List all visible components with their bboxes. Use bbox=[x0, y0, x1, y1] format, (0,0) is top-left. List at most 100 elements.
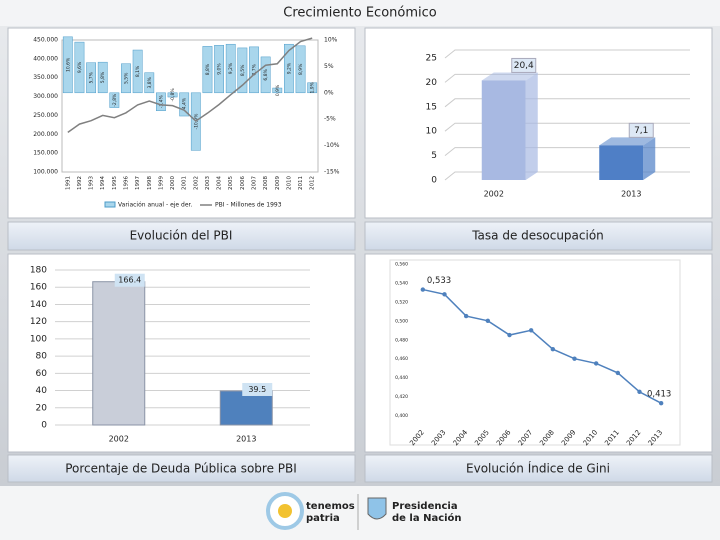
chart-title: Evolución del PBI bbox=[130, 229, 233, 243]
data-label: 5,5% bbox=[124, 72, 130, 84]
logo-shield bbox=[367, 497, 387, 520]
data-label: 5,7% bbox=[89, 71, 95, 83]
x-tick-label: 2000 bbox=[170, 176, 176, 190]
x-tick-label: 2006 bbox=[240, 176, 246, 190]
bar bbox=[144, 72, 155, 94]
y-tick-label: 140 bbox=[30, 300, 47, 310]
x-tick-label: 2013 bbox=[621, 190, 641, 199]
x-tick-label: 2003 bbox=[205, 176, 211, 190]
data-label: 20,4 bbox=[514, 61, 534, 71]
chart-title: Tasa de desocupación bbox=[471, 229, 604, 243]
y-tick-label: 400.000 bbox=[33, 55, 58, 62]
y-tick-label: 0,460 bbox=[395, 356, 408, 362]
bar bbox=[179, 92, 190, 117]
y-tick-label: 25 bbox=[426, 54, 437, 64]
point bbox=[615, 370, 621, 376]
data-label: 5,8% bbox=[100, 71, 106, 83]
caption-band bbox=[364, 454, 713, 483]
point bbox=[658, 401, 664, 406]
data-label: 8,1% bbox=[135, 65, 141, 77]
x-tick-label: 2010 bbox=[286, 176, 292, 190]
bar bbox=[307, 82, 318, 94]
y-tick-label: 0 bbox=[431, 176, 437, 186]
y-tick-label: 150.000 bbox=[33, 150, 58, 157]
bar-side bbox=[525, 72, 538, 180]
bar-side bbox=[643, 137, 656, 180]
chart-title: Porcentaje de Deuda Pública sobre PBI bbox=[65, 462, 297, 476]
label-box bbox=[242, 382, 273, 396]
footer bbox=[0, 486, 720, 540]
point bbox=[507, 332, 512, 338]
x-tick-label: 2009 bbox=[275, 176, 281, 190]
point bbox=[593, 361, 599, 366]
data-label: 0,533 bbox=[427, 276, 451, 286]
y-tick-label: 0,540 bbox=[395, 280, 408, 286]
bar bbox=[74, 41, 85, 94]
caption-band bbox=[7, 454, 356, 483]
x-tick-label: 2007 bbox=[252, 176, 258, 190]
point bbox=[550, 347, 556, 352]
y-tick-label: 250.000 bbox=[33, 112, 58, 119]
data-label: 1,9% bbox=[310, 81, 316, 93]
data-label: 6,8% bbox=[263, 68, 269, 80]
data-label: 0,413 bbox=[647, 390, 671, 400]
bar bbox=[599, 145, 644, 180]
x-tick-label: 1993 bbox=[89, 176, 95, 190]
y-tick-label: 0 bbox=[41, 421, 47, 431]
y-tick-label: 0,400 bbox=[395, 413, 408, 419]
grid-line bbox=[444, 98, 690, 108]
slide-title: Crecimiento Económico bbox=[283, 6, 437, 21]
y-tick-label: 200.000 bbox=[33, 131, 58, 138]
bar bbox=[156, 92, 166, 112]
data-label: 39.5 bbox=[248, 385, 266, 394]
bar bbox=[121, 63, 131, 94]
x-tick-label: 1996 bbox=[124, 176, 130, 190]
y-tick-label: -15% bbox=[324, 169, 340, 176]
x-tick-label: 1999 bbox=[158, 176, 164, 190]
bar bbox=[214, 45, 224, 94]
logo-text: Presidencia bbox=[392, 501, 458, 512]
line bbox=[67, 37, 313, 134]
bar bbox=[237, 47, 248, 94]
x-tick-label: 1994 bbox=[100, 176, 106, 190]
bar bbox=[219, 390, 273, 426]
y-tick-label: 100.000 bbox=[33, 169, 58, 176]
logo-text: de la Nación bbox=[392, 512, 462, 524]
logo-text: tenemos bbox=[306, 501, 355, 512]
y-tick-label: 20 bbox=[36, 403, 48, 413]
plot-area bbox=[389, 259, 681, 446]
y-tick-label: 120 bbox=[30, 317, 47, 327]
y-tick-label: 300.000 bbox=[33, 93, 58, 100]
data-label: 3,8% bbox=[147, 76, 153, 88]
bar bbox=[295, 45, 306, 94]
bar bbox=[284, 43, 294, 94]
data-label: 166.4 bbox=[118, 276, 141, 285]
data-label: 9,2% bbox=[228, 62, 234, 74]
logo-icon bbox=[278, 504, 292, 518]
data-label: -3,4% bbox=[158, 95, 164, 109]
legend-swatch bbox=[104, 201, 116, 208]
bar bbox=[202, 46, 213, 94]
y-tick-label: 5 bbox=[431, 151, 437, 161]
panel bbox=[7, 253, 356, 453]
y-tick-label: -10% bbox=[324, 142, 340, 149]
chart-title: Evolución Índice de Gini bbox=[466, 461, 610, 476]
y-tick-label: 20 bbox=[426, 78, 438, 88]
data-label: -4,4% bbox=[182, 97, 188, 111]
point bbox=[420, 287, 426, 292]
grid-line bbox=[444, 73, 690, 83]
data-label: 8,5% bbox=[240, 64, 246, 76]
legend-label: PBI - Millones de 1993 bbox=[215, 202, 282, 209]
bar bbox=[62, 36, 73, 94]
plot-area bbox=[61, 39, 319, 173]
y-tick-label: 40 bbox=[36, 386, 48, 396]
caption-band bbox=[364, 221, 713, 251]
x-tick-label: 2005 bbox=[228, 176, 234, 190]
y-tick-label: 0,560 bbox=[395, 262, 408, 268]
point bbox=[637, 389, 642, 395]
y-tick-label: -5% bbox=[324, 116, 336, 123]
line bbox=[422, 288, 662, 404]
x-tick-label: 2001 bbox=[182, 176, 188, 190]
bar bbox=[92, 281, 146, 426]
